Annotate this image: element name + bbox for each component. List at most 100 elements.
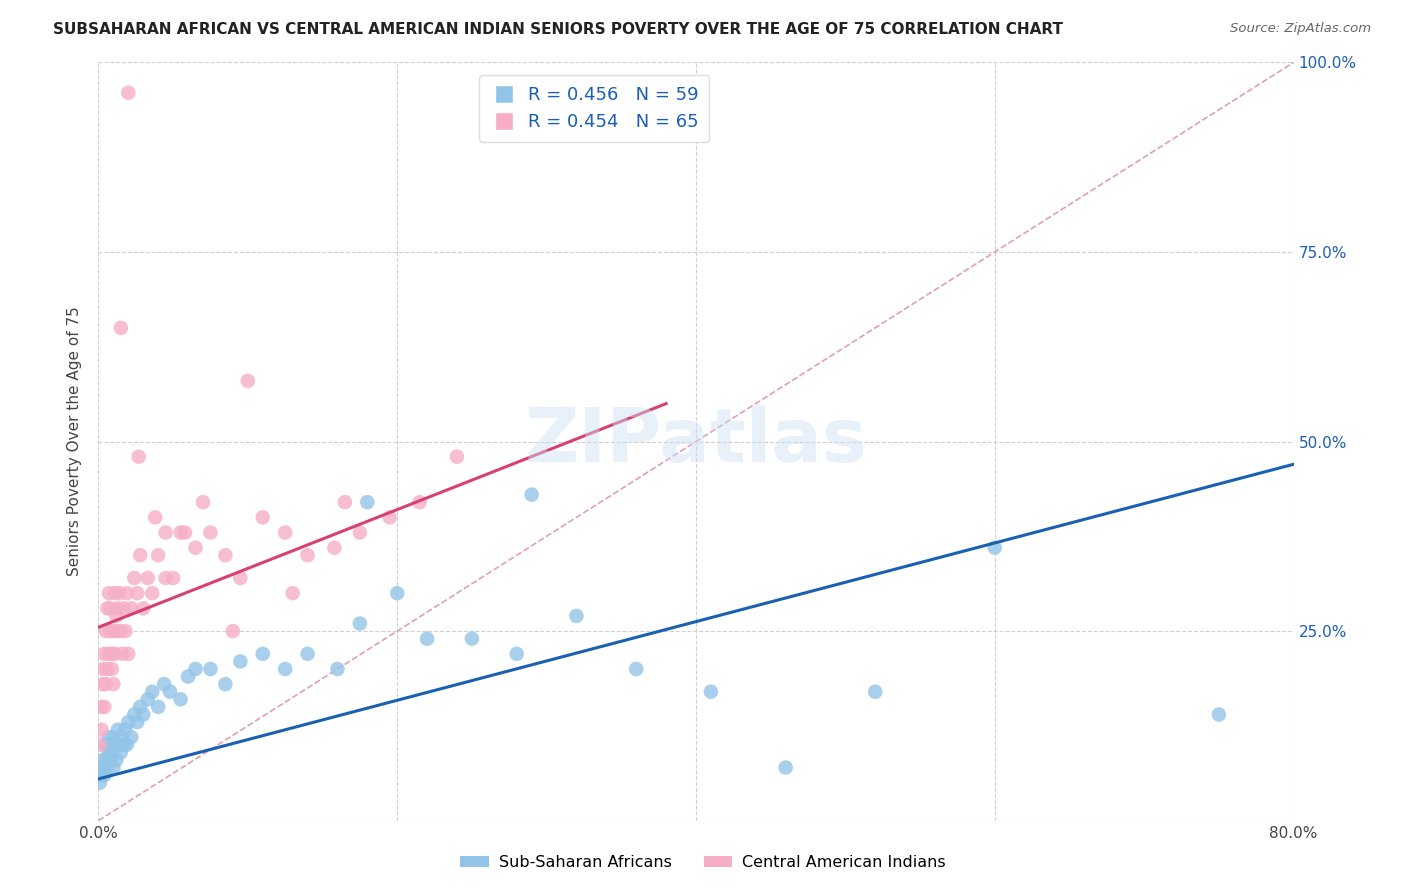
Point — [446, 450, 468, 464]
Point — [141, 685, 163, 699]
Point — [169, 692, 191, 706]
Point — [274, 662, 297, 676]
Point — [112, 738, 135, 752]
Legend: R = 0.456   N = 59, R = 0.454   N = 65: R = 0.456 N = 59, R = 0.454 N = 65 — [479, 75, 710, 142]
Point — [520, 487, 543, 501]
Point — [297, 647, 319, 661]
Point — [105, 624, 128, 639]
Point — [200, 662, 222, 676]
Point — [120, 730, 142, 744]
Point — [117, 86, 139, 100]
Point — [104, 647, 127, 661]
Point — [984, 541, 1007, 555]
Point — [90, 723, 112, 737]
Point — [90, 768, 112, 782]
Point — [143, 510, 166, 524]
Point — [127, 586, 149, 600]
Point — [104, 586, 127, 600]
Point — [297, 548, 319, 563]
Point — [91, 677, 114, 691]
Point — [103, 730, 125, 744]
Point — [94, 738, 117, 752]
Point — [252, 510, 274, 524]
Point — [104, 738, 127, 752]
Point — [94, 677, 117, 691]
Point — [110, 746, 132, 760]
Point — [700, 685, 723, 699]
Point — [103, 760, 125, 774]
Legend: Sub-Saharan Africans, Central American Indians: Sub-Saharan Africans, Central American I… — [454, 849, 952, 877]
Point — [865, 685, 887, 699]
Point — [107, 601, 129, 615]
Point — [416, 632, 439, 646]
Point — [89, 776, 111, 790]
Text: ZIPatlas: ZIPatlas — [524, 405, 868, 478]
Point — [110, 624, 132, 639]
Point — [103, 677, 125, 691]
Point — [115, 738, 138, 752]
Point — [132, 707, 155, 722]
Point — [103, 624, 125, 639]
Point — [326, 662, 349, 676]
Point — [97, 730, 120, 744]
Point — [107, 723, 129, 737]
Point — [506, 647, 529, 661]
Point — [132, 601, 155, 615]
Point — [98, 753, 122, 767]
Point — [115, 586, 138, 600]
Point — [101, 746, 124, 760]
Point — [349, 525, 371, 540]
Point — [114, 624, 136, 639]
Point — [159, 685, 181, 699]
Point — [274, 525, 297, 540]
Point — [111, 647, 134, 661]
Point — [408, 495, 430, 509]
Point — [155, 525, 177, 540]
Point — [108, 738, 131, 752]
Point — [127, 715, 149, 730]
Point — [184, 541, 207, 555]
Point — [93, 647, 115, 661]
Point — [229, 571, 252, 585]
Point — [174, 525, 197, 540]
Point — [153, 677, 176, 691]
Point — [200, 525, 222, 540]
Point — [229, 655, 252, 669]
Point — [177, 669, 200, 683]
Point — [98, 624, 122, 639]
Point — [117, 715, 139, 730]
Point — [111, 730, 134, 744]
Point — [323, 541, 346, 555]
Point — [385, 586, 409, 600]
Point — [141, 586, 163, 600]
Point — [184, 662, 207, 676]
Point — [214, 548, 236, 563]
Point — [162, 571, 184, 585]
Point — [93, 699, 115, 714]
Point — [155, 571, 177, 585]
Point — [110, 320, 132, 334]
Point — [105, 753, 128, 767]
Point — [281, 586, 304, 600]
Point — [252, 647, 274, 661]
Point — [91, 760, 114, 774]
Point — [191, 495, 214, 509]
Point — [136, 692, 159, 706]
Point — [124, 707, 146, 722]
Point — [129, 548, 152, 563]
Point — [97, 647, 120, 661]
Point — [148, 548, 170, 563]
Point — [96, 760, 118, 774]
Point — [120, 601, 142, 615]
Point — [214, 677, 236, 691]
Point — [114, 723, 136, 737]
Point — [98, 601, 122, 615]
Point — [101, 662, 124, 676]
Point — [108, 586, 131, 600]
Point — [775, 760, 797, 774]
Point — [96, 601, 118, 615]
Point — [112, 601, 135, 615]
Point — [93, 768, 115, 782]
Point — [124, 571, 146, 585]
Point — [105, 608, 128, 623]
